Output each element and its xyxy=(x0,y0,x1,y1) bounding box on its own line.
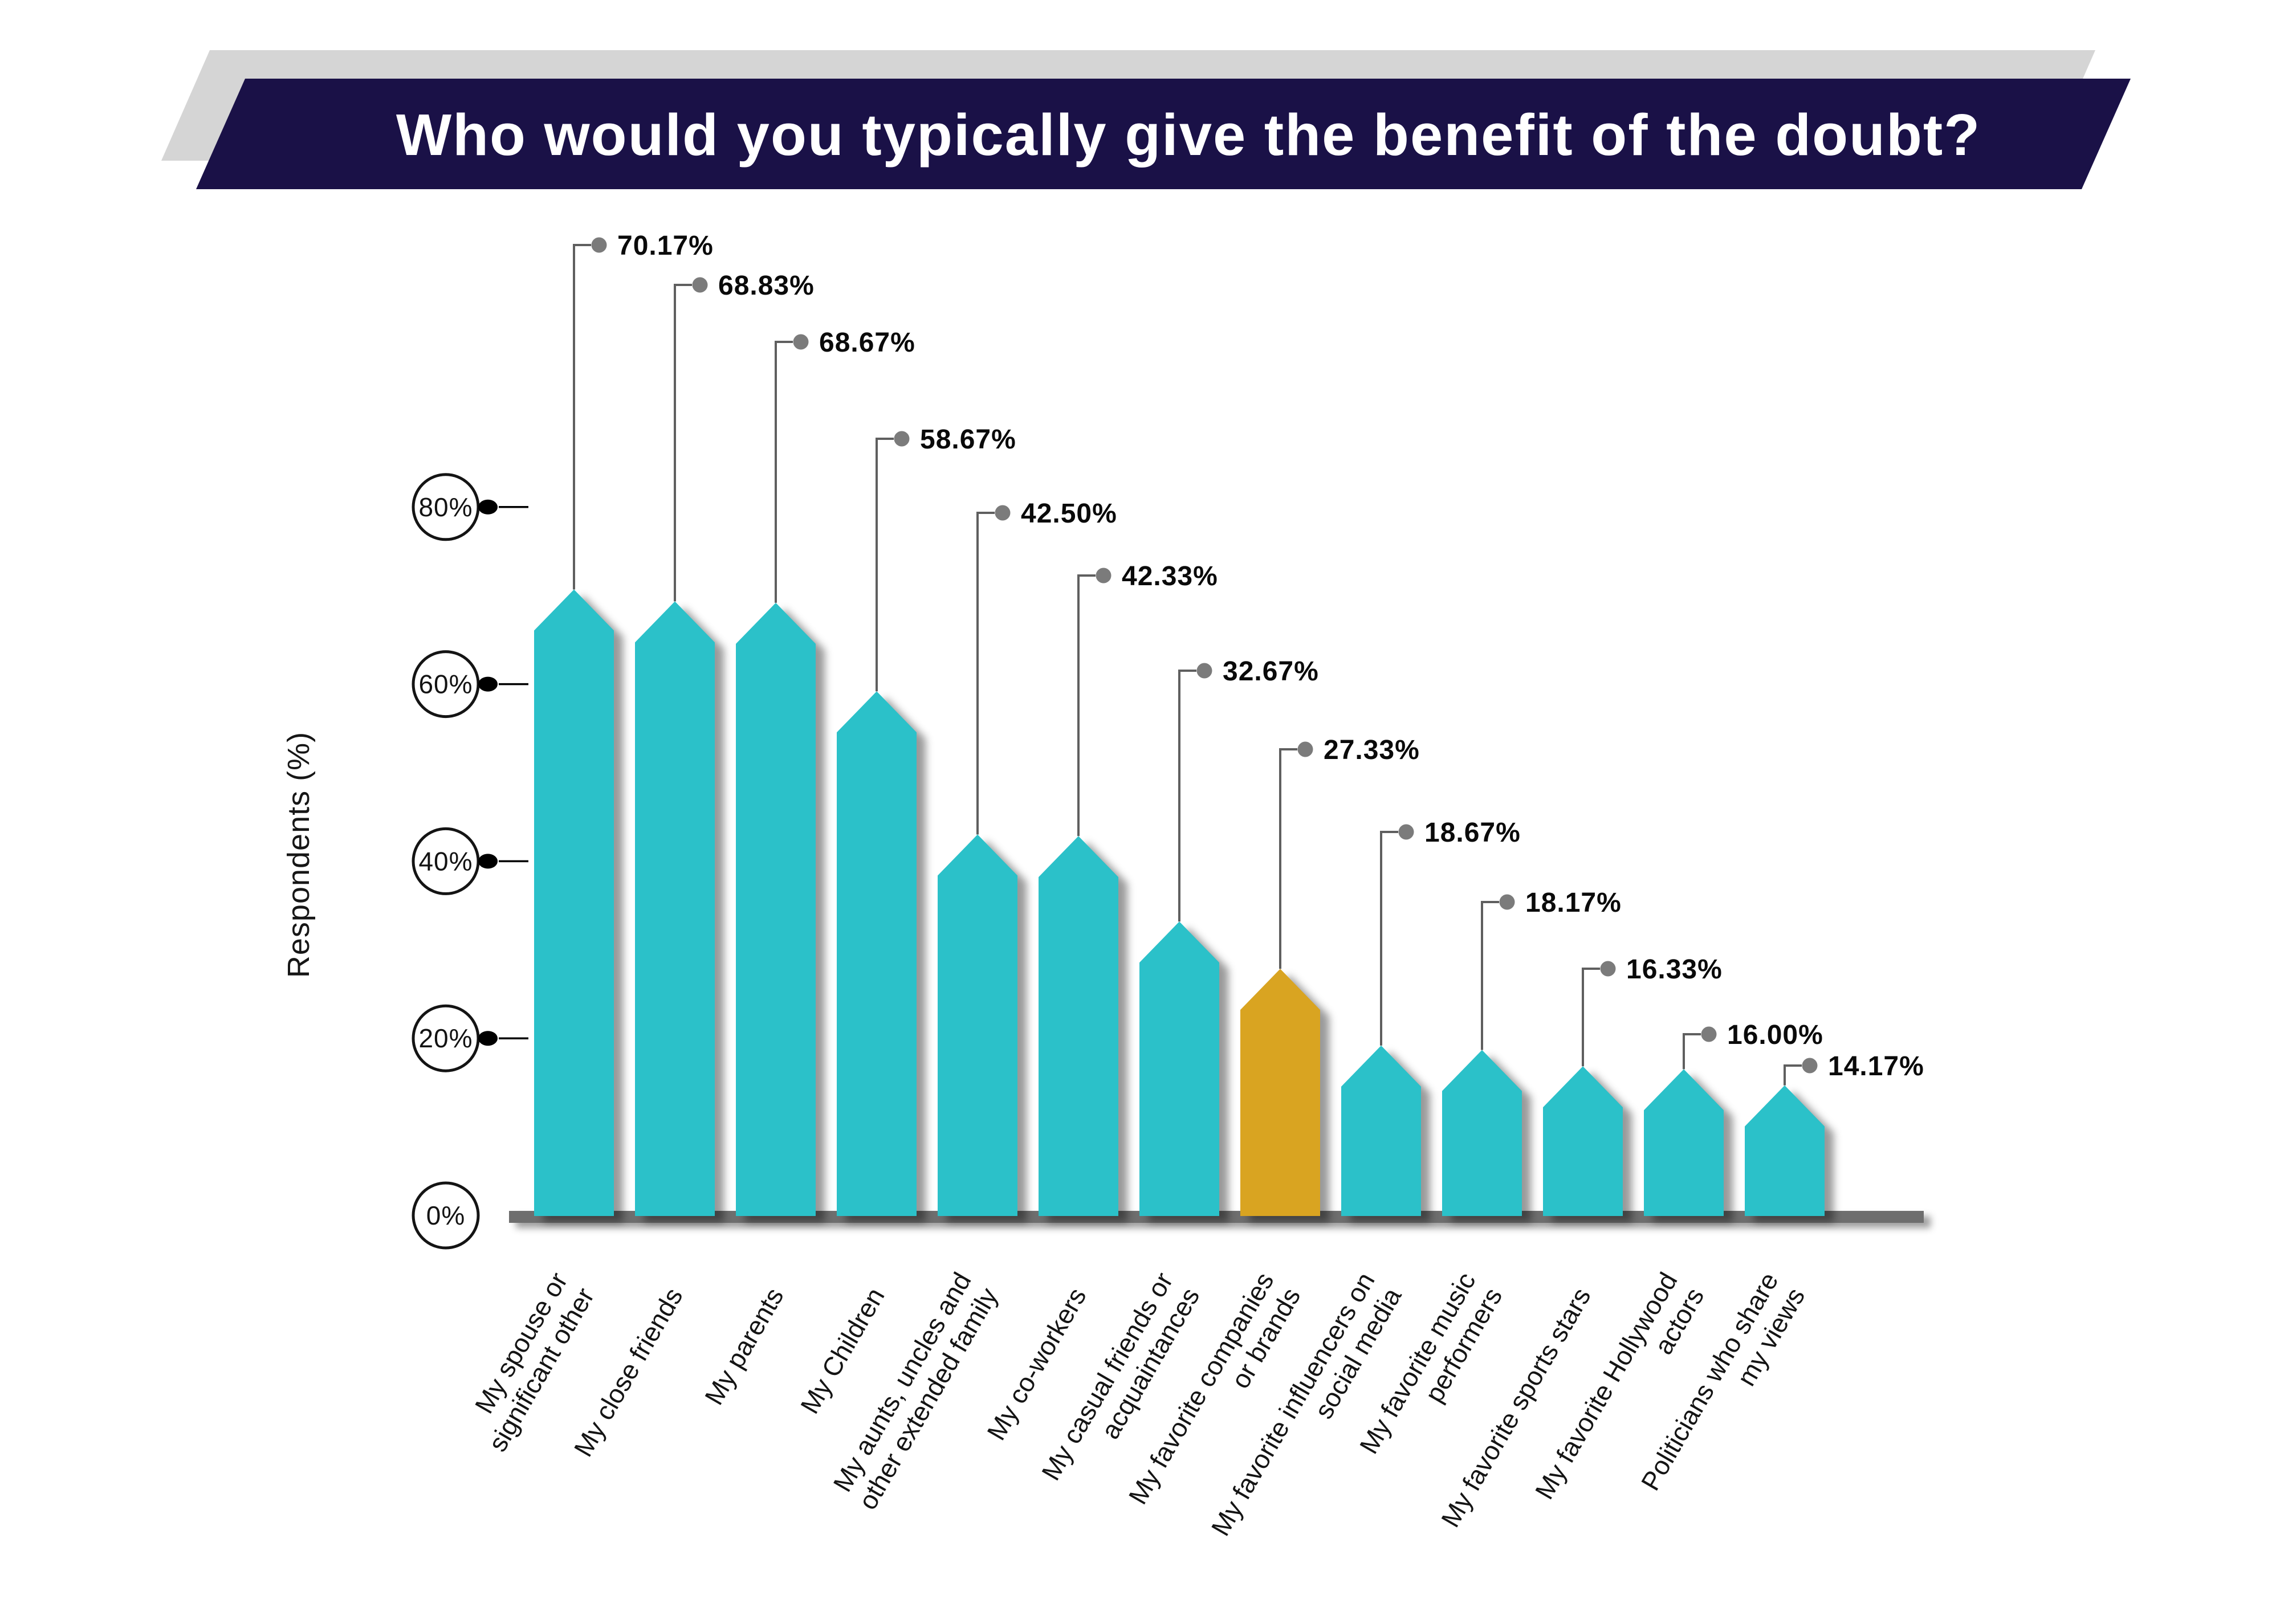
y-tick-dot xyxy=(478,499,498,515)
value-label: 16.00% xyxy=(1727,1020,1823,1050)
bar xyxy=(938,834,1017,1216)
bar xyxy=(1745,1085,1825,1216)
value-leader-line xyxy=(1077,574,1096,837)
y-tick: 80% xyxy=(412,473,528,541)
value-leader-line xyxy=(1582,968,1600,1067)
bar xyxy=(736,602,816,1216)
bar xyxy=(635,601,715,1216)
y-tick-label: 40% xyxy=(418,846,473,876)
bar xyxy=(1341,1045,1421,1216)
y-tick-label: 60% xyxy=(418,670,473,699)
value-label: 68.83% xyxy=(718,271,815,301)
page-title: Who would you typically give the benefit… xyxy=(396,102,1981,168)
value-label: 42.33% xyxy=(1122,561,1218,591)
value-label: 27.33% xyxy=(1324,735,1420,765)
value-dot xyxy=(1398,824,1414,840)
bar xyxy=(837,691,917,1216)
x-axis-label: My favorite Hollywoodactors xyxy=(1529,1267,1710,1520)
bar-highlighted xyxy=(1240,969,1320,1216)
value-leader-line xyxy=(1178,670,1196,922)
value-label: 68.67% xyxy=(819,328,915,358)
value-leader-line xyxy=(876,438,894,692)
value-leader-line xyxy=(1683,1033,1701,1070)
value-leader-line xyxy=(1279,748,1297,969)
value-dot xyxy=(1096,568,1112,584)
value-leader-line xyxy=(775,341,793,603)
value-dot xyxy=(793,334,809,350)
y-tick-circle xyxy=(412,1181,480,1250)
value-dot xyxy=(591,237,607,253)
value-dot xyxy=(995,505,1011,521)
y-tick: 20% xyxy=(412,1004,528,1072)
bar xyxy=(1139,921,1219,1216)
y-axis-title: Respondents (%) xyxy=(282,732,316,978)
value-label: 32.67% xyxy=(1223,656,1319,687)
value-leader-line xyxy=(573,244,591,590)
value-leader-line xyxy=(1380,831,1398,1046)
value-label: 70.17% xyxy=(617,231,714,261)
value-leader-line xyxy=(1784,1064,1802,1086)
y-tick-dot xyxy=(478,1031,498,1046)
y-tick-dot xyxy=(478,676,498,692)
value-label: 18.67% xyxy=(1424,818,1521,848)
bar xyxy=(1442,1050,1522,1216)
value-label: 16.33% xyxy=(1626,954,1723,985)
value-dot xyxy=(894,431,910,447)
value-leader-line xyxy=(674,284,692,602)
bar xyxy=(1039,836,1118,1216)
value-label: 18.17% xyxy=(1525,888,1622,918)
x-axis-label-line: My parents xyxy=(699,1283,789,1410)
y-tick: 60% xyxy=(412,650,528,719)
value-dot xyxy=(1297,741,1313,757)
value-dot xyxy=(1196,663,1212,679)
value-dot xyxy=(1701,1026,1717,1042)
value-dot xyxy=(1499,894,1515,910)
bars-group xyxy=(534,589,1825,1216)
y-tick-label: 0% xyxy=(426,1201,465,1230)
bar xyxy=(1644,1069,1724,1216)
value-dot xyxy=(1600,961,1616,977)
bar xyxy=(534,589,614,1216)
y-tick: 0% xyxy=(412,1181,480,1250)
y-tick-dot xyxy=(478,854,498,869)
banner-panel xyxy=(196,79,2131,189)
x-axis-label: My parents xyxy=(699,1283,789,1410)
bar xyxy=(1543,1066,1623,1216)
value-callouts-group: 70.17%68.83%68.67% 58.67% 42.50% 42.33% 32.6… xyxy=(573,231,1924,1086)
y-tick-label: 80% xyxy=(418,492,473,522)
value-label: 42.50% xyxy=(1021,499,1117,529)
value-leader-line xyxy=(976,512,995,835)
y-axis-ticks: 0% 20% 40% 60% 80% xyxy=(412,473,528,1250)
value-label: 58.67% xyxy=(920,425,1016,455)
x-axis-label-line: My favorite sports stars xyxy=(1435,1283,1597,1532)
x-axis-label: My favorite sports stars xyxy=(1435,1283,1597,1532)
value-label: 14.17% xyxy=(1828,1051,1924,1082)
y-tick: 40% xyxy=(412,827,528,895)
value-leader-line xyxy=(1481,901,1499,1050)
y-tick-label: 20% xyxy=(418,1023,473,1053)
title-banner: Who would you typically give the benefit… xyxy=(161,50,2131,189)
value-dot xyxy=(1802,1058,1818,1074)
value-dot xyxy=(692,277,708,293)
